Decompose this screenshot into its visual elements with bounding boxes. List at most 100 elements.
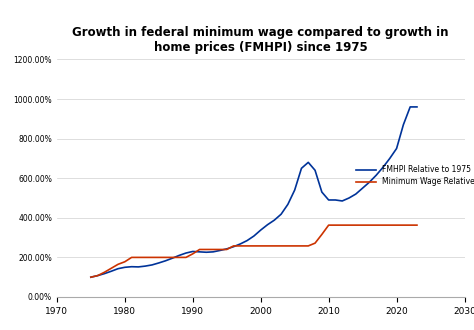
- FMHPI Relative to 1975: [142, 264, 148, 268]
- Minimum Wage Relative to 1975: [122, 260, 128, 264]
- Minimum Wage Relative to 1975: [299, 244, 304, 248]
- FMHPI Relative to 1975: [394, 147, 400, 150]
- FMHPI Relative to 1975: [285, 202, 291, 206]
- Minimum Wage Relative to 1975: [333, 223, 338, 227]
- Minimum Wage Relative to 1975: [387, 223, 392, 227]
- FMHPI Relative to 1975: [407, 105, 413, 109]
- Minimum Wage Relative to 1975: [380, 223, 386, 227]
- Minimum Wage Relative to 1975: [407, 223, 413, 227]
- FMHPI Relative to 1975: [197, 250, 202, 254]
- Minimum Wage Relative to 1975: [305, 244, 311, 248]
- Minimum Wage Relative to 1975: [346, 223, 352, 227]
- Minimum Wage Relative to 1975: [258, 244, 264, 248]
- FMHPI Relative to 1975: [312, 168, 318, 172]
- Minimum Wage Relative to 1975: [237, 244, 243, 248]
- Minimum Wage Relative to 1975: [339, 223, 345, 227]
- Minimum Wage Relative to 1975: [278, 244, 284, 248]
- FMHPI Relative to 1975: [272, 218, 277, 222]
- Minimum Wage Relative to 1975: [292, 244, 298, 248]
- Legend: FMHPI Relative to 1975, Minimum Wage Relative to 1975: FMHPI Relative to 1975, Minimum Wage Rel…: [354, 163, 474, 189]
- Minimum Wage Relative to 1975: [401, 223, 406, 227]
- FMHPI Relative to 1975: [170, 256, 175, 260]
- Minimum Wage Relative to 1975: [170, 255, 175, 259]
- FMHPI Relative to 1975: [366, 180, 372, 184]
- Minimum Wage Relative to 1975: [217, 248, 223, 251]
- Minimum Wage Relative to 1975: [109, 266, 114, 270]
- Minimum Wage Relative to 1975: [231, 244, 237, 248]
- Minimum Wage Relative to 1975: [203, 248, 209, 251]
- Minimum Wage Relative to 1975: [190, 252, 196, 256]
- FMHPI Relative to 1975: [353, 192, 359, 196]
- FMHPI Relative to 1975: [387, 156, 392, 160]
- Minimum Wage Relative to 1975: [156, 255, 162, 259]
- FMHPI Relative to 1975: [292, 188, 298, 192]
- Minimum Wage Relative to 1975: [366, 223, 372, 227]
- Minimum Wage Relative to 1975: [129, 255, 135, 259]
- Minimum Wage Relative to 1975: [264, 244, 270, 248]
- FMHPI Relative to 1975: [101, 272, 107, 276]
- Minimum Wage Relative to 1975: [163, 255, 168, 259]
- FMHPI Relative to 1975: [346, 196, 352, 200]
- Minimum Wage Relative to 1975: [210, 248, 216, 251]
- Minimum Wage Relative to 1975: [285, 244, 291, 248]
- Line: FMHPI Relative to 1975: FMHPI Relative to 1975: [91, 107, 417, 277]
- FMHPI Relative to 1975: [251, 234, 257, 238]
- Minimum Wage Relative to 1975: [360, 223, 365, 227]
- FMHPI Relative to 1975: [217, 248, 223, 252]
- FMHPI Relative to 1975: [163, 259, 168, 263]
- FMHPI Relative to 1975: [278, 212, 284, 216]
- FMHPI Relative to 1975: [299, 166, 304, 170]
- FMHPI Relative to 1975: [136, 265, 141, 269]
- FMHPI Relative to 1975: [244, 239, 250, 243]
- Minimum Wage Relative to 1975: [101, 270, 107, 274]
- Minimum Wage Relative to 1975: [272, 244, 277, 248]
- FMHPI Relative to 1975: [237, 242, 243, 246]
- FMHPI Relative to 1975: [380, 165, 386, 169]
- FMHPI Relative to 1975: [339, 199, 345, 203]
- FMHPI Relative to 1975: [149, 263, 155, 267]
- Minimum Wage Relative to 1975: [312, 241, 318, 245]
- FMHPI Relative to 1975: [305, 160, 311, 164]
- FMHPI Relative to 1975: [88, 275, 94, 279]
- FMHPI Relative to 1975: [264, 223, 270, 227]
- FMHPI Relative to 1975: [183, 251, 189, 255]
- Minimum Wage Relative to 1975: [176, 255, 182, 259]
- Minimum Wage Relative to 1975: [244, 244, 250, 248]
- FMHPI Relative to 1975: [224, 247, 229, 251]
- FMHPI Relative to 1975: [190, 249, 196, 253]
- Minimum Wage Relative to 1975: [224, 248, 229, 251]
- Minimum Wage Relative to 1975: [374, 223, 379, 227]
- FMHPI Relative to 1975: [109, 269, 114, 273]
- Minimum Wage Relative to 1975: [115, 262, 121, 266]
- Minimum Wage Relative to 1975: [149, 255, 155, 259]
- Minimum Wage Relative to 1975: [251, 244, 257, 248]
- FMHPI Relative to 1975: [156, 261, 162, 265]
- Minimum Wage Relative to 1975: [183, 255, 189, 259]
- FMHPI Relative to 1975: [122, 265, 128, 269]
- FMHPI Relative to 1975: [176, 253, 182, 257]
- Minimum Wage Relative to 1975: [326, 223, 331, 227]
- Minimum Wage Relative to 1975: [142, 255, 148, 259]
- Minimum Wage Relative to 1975: [414, 223, 420, 227]
- Minimum Wage Relative to 1975: [95, 274, 100, 278]
- FMHPI Relative to 1975: [203, 250, 209, 254]
- FMHPI Relative to 1975: [258, 228, 264, 232]
- FMHPI Relative to 1975: [374, 173, 379, 177]
- FMHPI Relative to 1975: [95, 274, 100, 278]
- FMHPI Relative to 1975: [326, 198, 331, 202]
- FMHPI Relative to 1975: [231, 245, 237, 249]
- FMHPI Relative to 1975: [333, 198, 338, 202]
- FMHPI Relative to 1975: [414, 105, 420, 109]
- FMHPI Relative to 1975: [401, 123, 406, 127]
- Line: Minimum Wage Relative to 1975: Minimum Wage Relative to 1975: [91, 225, 417, 277]
- Minimum Wage Relative to 1975: [319, 232, 325, 236]
- Minimum Wage Relative to 1975: [136, 255, 141, 259]
- FMHPI Relative to 1975: [129, 265, 135, 269]
- Minimum Wage Relative to 1975: [394, 223, 400, 227]
- Minimum Wage Relative to 1975: [197, 248, 202, 251]
- Minimum Wage Relative to 1975: [88, 275, 94, 279]
- FMHPI Relative to 1975: [210, 250, 216, 254]
- Minimum Wage Relative to 1975: [353, 223, 359, 227]
- Title: Growth in federal minimum wage compared to growth in
home prices (FMHPI) since 1: Growth in federal minimum wage compared …: [73, 26, 449, 54]
- FMHPI Relative to 1975: [360, 186, 365, 190]
